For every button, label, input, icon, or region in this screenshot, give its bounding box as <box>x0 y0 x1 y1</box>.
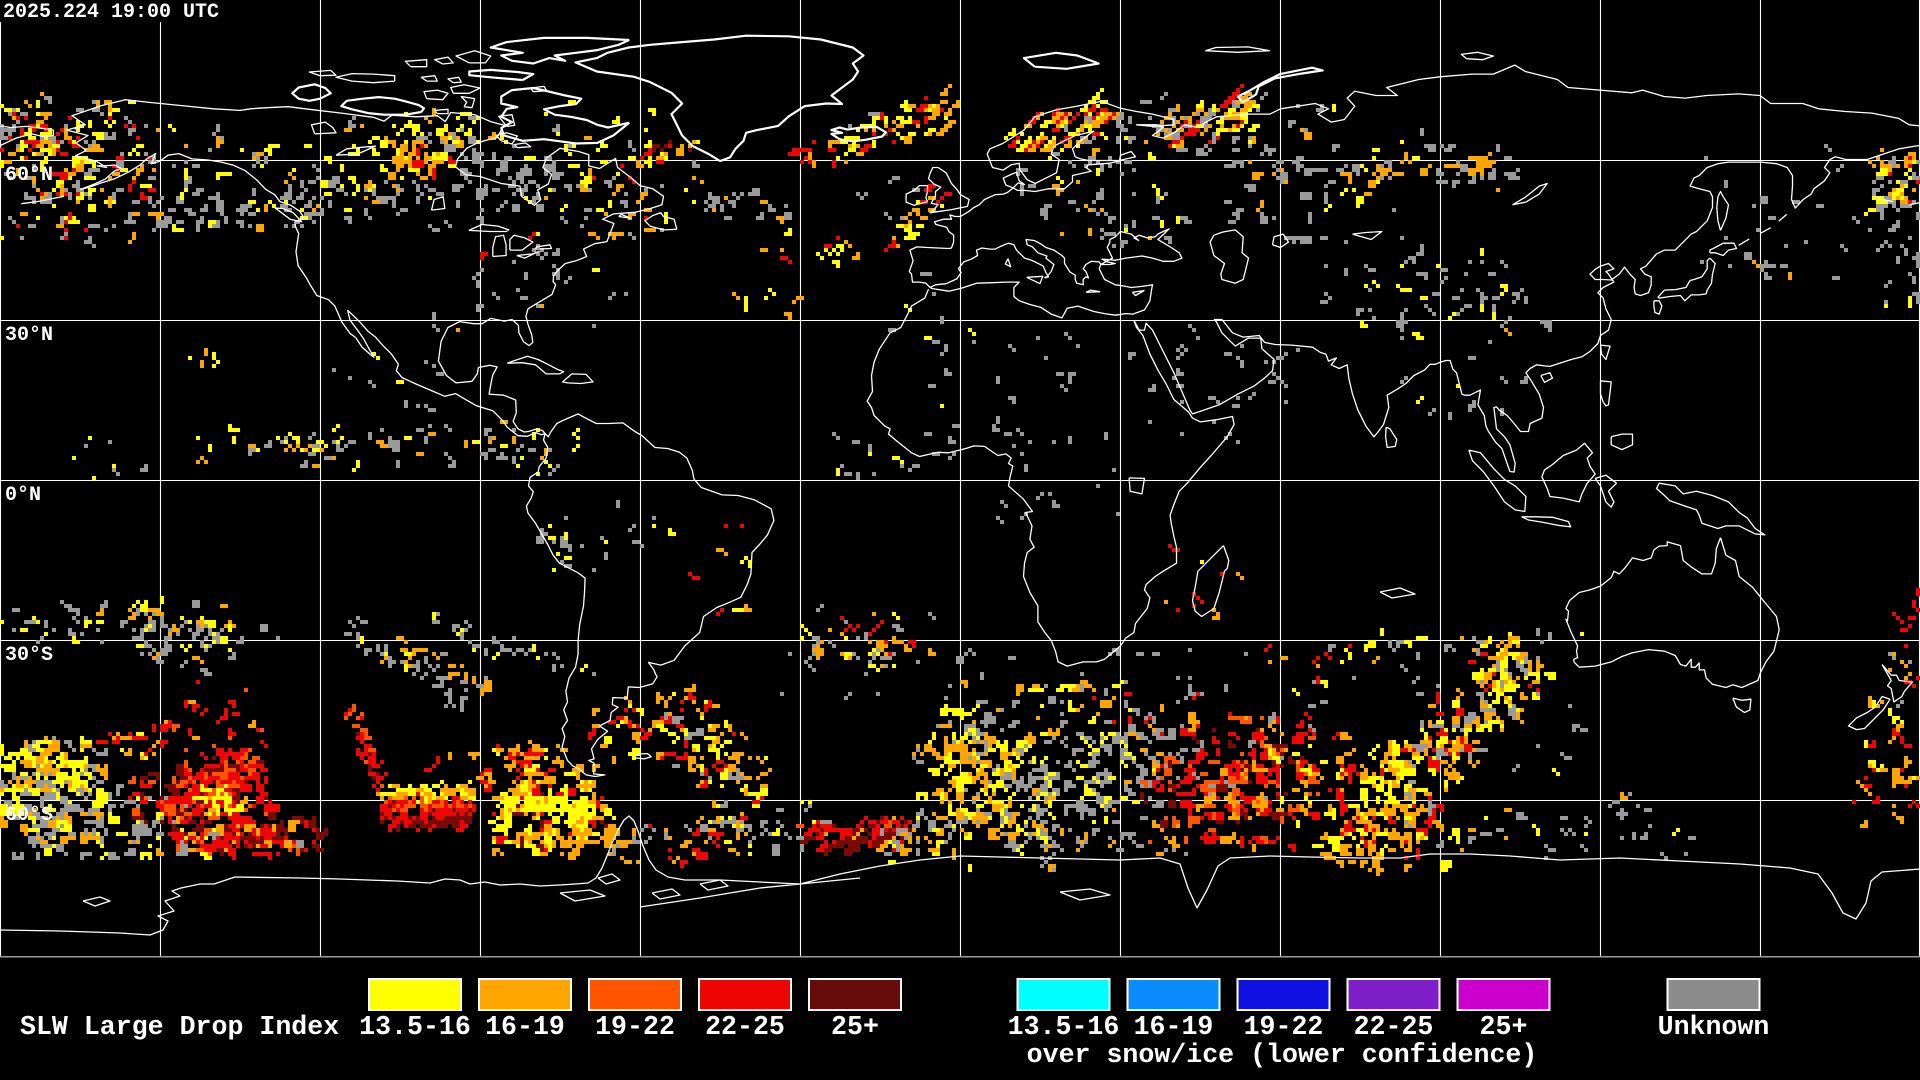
svg-text:16-19: 16-19 <box>485 1012 565 1042</box>
svg-text:2025.224 19:00 UTC: 2025.224 19:00 UTC <box>3 1 219 24</box>
svg-text:30°N: 30°N <box>5 324 53 347</box>
svg-text:19-22: 19-22 <box>595 1012 675 1042</box>
svg-text:SLW Large Drop Index: SLW Large Drop Index <box>20 1012 339 1042</box>
svg-text:Unknown: Unknown <box>1658 1012 1770 1042</box>
svg-text:60°N: 60°N <box>5 164 53 187</box>
svg-text:over snow/ice (lower confidenc: over snow/ice (lower confidence) <box>1027 1040 1538 1070</box>
svg-text:22-25: 22-25 <box>705 1012 785 1042</box>
svg-text:22-25: 22-25 <box>1354 1012 1434 1042</box>
svg-text:0°N: 0°N <box>5 484 41 507</box>
svg-text:13.5-16: 13.5-16 <box>359 1012 471 1042</box>
svg-text:30°S: 30°S <box>5 644 53 667</box>
svg-text:19-22: 19-22 <box>1244 1012 1324 1042</box>
svg-text:16-19: 16-19 <box>1134 1012 1214 1042</box>
svg-text:25+: 25+ <box>1480 1012 1528 1042</box>
svg-text:13.5-16: 13.5-16 <box>1008 1012 1120 1042</box>
svg-text:25+: 25+ <box>831 1012 879 1042</box>
svg-text:60°S: 60°S <box>5 804 53 827</box>
